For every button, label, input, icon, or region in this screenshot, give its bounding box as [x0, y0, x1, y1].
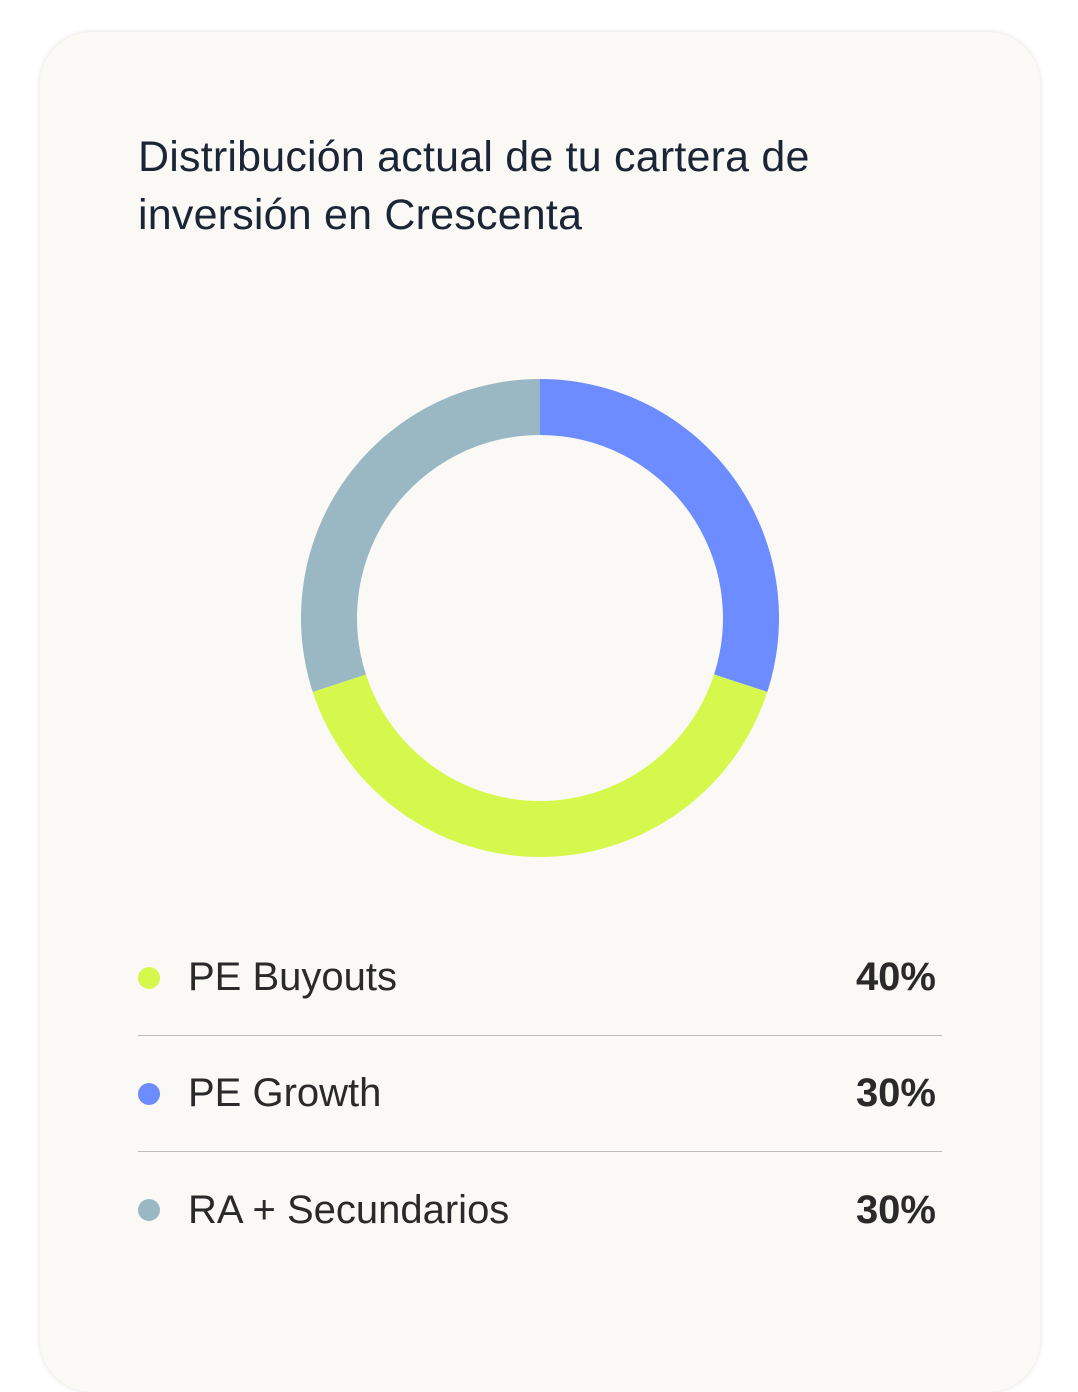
legend-value: 30%: [855, 1187, 936, 1232]
legend-label: PE Buyouts: [188, 955, 398, 999]
donut-chart: [301, 379, 779, 857]
legend: PE Buyouts 40% PE Growth 30% RA + Secund…: [138, 920, 942, 1268]
donut-slice-ra-secundarios: [301, 379, 540, 692]
card-title: Distribución actual de tu cartera de inv…: [138, 133, 810, 239]
legend-dot-ra-secundarios: [138, 1199, 160, 1221]
legend-value: 40%: [855, 955, 936, 999]
legend-dot-pe-buyouts: [138, 966, 160, 989]
legend-value: 30%: [855, 1071, 936, 1115]
legend-item-pe-growth: PE Growth 30%: [138, 1036, 942, 1152]
donut-slice-pe-buyouts: [312, 674, 768, 857]
legend-item-ra-secundarios: RA + Secundarios 30%: [138, 1152, 942, 1268]
legend-item-pe-buyouts: PE Buyouts 40%: [138, 920, 942, 1036]
legend-label: PE Growth: [188, 1071, 382, 1115]
donut-slice-pe-growth: [540, 379, 779, 692]
legend-label: RA + Secundarios: [188, 1187, 510, 1232]
legend-dot-pe-growth: [138, 1082, 160, 1105]
portfolio-card: Distribución actual de tu cartera de inv…: [40, 32, 1040, 1392]
